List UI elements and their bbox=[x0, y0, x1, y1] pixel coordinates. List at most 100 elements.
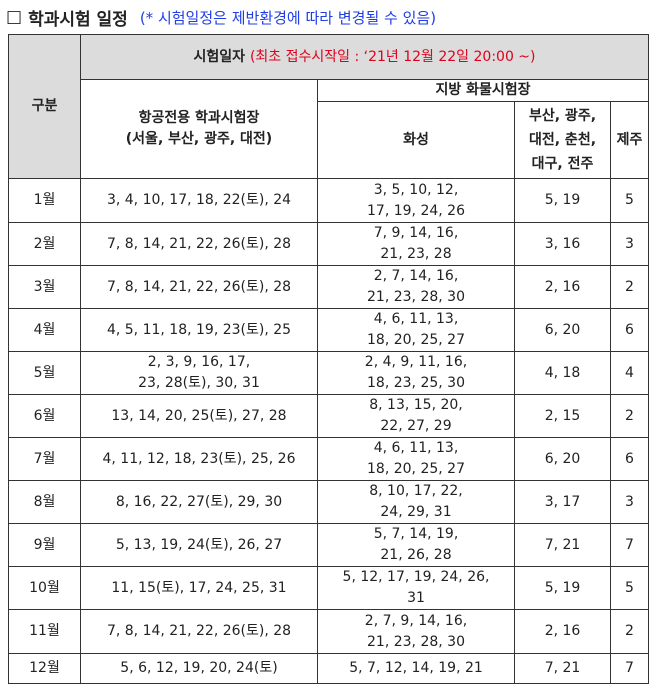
jeju-dates-cell: 6 bbox=[609, 308, 650, 352]
hwaseong-dates-cell-text: 8, 10, 17, 22, 24, 29, 31 bbox=[369, 483, 463, 520]
multi-city-dates-cell: 2, 16 bbox=[514, 609, 611, 654]
aviation-dates-cell: 5, 13, 19, 24(토), 26, 27 bbox=[80, 523, 318, 567]
multi-city-dates-cell: 4, 18 bbox=[514, 351, 611, 395]
schedule-note: (* 시험일정은 제반환경에 따라 변경될 수 있음) bbox=[139, 8, 437, 27]
jeju-dates-cell: 5 bbox=[609, 178, 650, 223]
jeju-dates-cell: 2 bbox=[609, 394, 650, 438]
hwaseong-dates-cell: 8, 13, 15, 20, 22, 27, 29 bbox=[317, 394, 515, 438]
month-cell: 9월 bbox=[8, 523, 81, 567]
table-row: 5월 2, 3, 9, 16, 17, 23, 28(토), 30, 31 2, 4… bbox=[8, 351, 650, 395]
aviation-dates-cell: 2, 3, 9, 16, 17, 23, 28(토), 30, 31 bbox=[80, 351, 318, 395]
table-row: 4월 4, 5, 11, 18, 19, 23(토), 25 4, 6, 11, 1… bbox=[8, 308, 650, 352]
month-cell: 1월 bbox=[8, 178, 81, 223]
month-cell-text: 9월 bbox=[33, 536, 56, 553]
header-exam-date: 시험일자 (최초 접수시작일 : ‘21년 12월 22일 20:00 ~) bbox=[79, 34, 650, 80]
multi-city-dates-cell: 2, 16 bbox=[514, 265, 611, 309]
multi-city-dates-cell-text: 2, 16 bbox=[544, 278, 581, 295]
table-row: 10월 11, 15(토), 17, 24, 25, 31 5, 12, 17, 1… bbox=[8, 566, 650, 610]
aviation-dates-cell: 3, 4, 10, 17, 18, 22(토), 24 bbox=[80, 178, 318, 223]
aviation-label-line-1: 항공전용 학과시험장 bbox=[138, 110, 260, 126]
multi-city-dates-cell-text: 3, 16 bbox=[544, 235, 581, 252]
hwaseong-dates-cell: 7, 9, 14, 16, 21, 23, 28 bbox=[317, 222, 515, 266]
hwaseong-dates-cell-text: 8, 13, 15, 20, 22, 27, 29 bbox=[369, 397, 463, 434]
jeju-dates-cell: 7 bbox=[609, 523, 650, 567]
hwaseong-dates-cell-text: 4, 6, 11, 13, 18, 20, 25, 27 bbox=[367, 311, 465, 348]
month-cell: 6월 bbox=[8, 394, 81, 438]
exam-schedule-table: 구분 시험일자 (최초 접수시작일 : ‘21년 12월 22일 20:00 ~… bbox=[8, 34, 650, 684]
month-cell-text: 3월 bbox=[33, 278, 56, 295]
page-title: 학과시험 일정 bbox=[28, 9, 128, 30]
hwaseong-dates-cell: 5, 7, 14, 19, 21, 26, 28 bbox=[317, 523, 515, 567]
hwaseong-dates-cell: 5, 12, 17, 19, 24, 26, 31 bbox=[317, 566, 515, 610]
multi-city-line-3: 대구, 전주 bbox=[531, 156, 594, 172]
jeju-dates-cell-text: 2 bbox=[625, 623, 634, 639]
month-cell: 8월 bbox=[8, 480, 81, 524]
jeju-dates-cell: 2 bbox=[609, 265, 650, 309]
jeju-dates-cell: 3 bbox=[609, 222, 650, 266]
month-cell: 10월 bbox=[8, 566, 81, 610]
table-row: 12월 5, 6, 12, 19, 20, 24(토) 5, 7, 12, 14, … bbox=[8, 653, 650, 684]
hwaseong-dates-cell: 2, 4, 9, 11, 16, 18, 23, 25, 30 bbox=[317, 351, 515, 395]
multi-city-dates-cell: 6, 20 bbox=[514, 437, 611, 481]
jeju-dates-cell: 6 bbox=[609, 437, 650, 481]
header-hwaseong: 화성 bbox=[317, 101, 515, 179]
aviation-dates-cell: 5, 6, 12, 19, 20, 24(토) bbox=[80, 653, 318, 684]
multi-city-dates-cell: 7, 21 bbox=[514, 523, 611, 567]
multi-city-dates-cell: 7, 21 bbox=[514, 653, 611, 684]
hwaseong-dates-cell: 2, 7, 14, 16, 21, 23, 28, 30 bbox=[317, 265, 515, 309]
hwaseong-dates-cell-text: 2, 7, 14, 16, 21, 23, 28, 30 bbox=[367, 268, 465, 305]
aviation-dates-cell-text: 5, 6, 12, 19, 20, 24(토) bbox=[120, 660, 278, 676]
jeju-dates-cell-text: 3 bbox=[625, 235, 634, 252]
table-row: 11월 7, 8, 14, 21, 22, 26(토), 28 2, 7, 9, 1… bbox=[8, 609, 650, 654]
month-cell-text: 5월 bbox=[33, 364, 56, 381]
aviation-dates-cell: 7, 8, 14, 21, 22, 26(토), 28 bbox=[80, 609, 318, 654]
hwaseong-dates-cell-text: 5, 12, 17, 19, 24, 26, 31 bbox=[342, 569, 490, 606]
hwaseong-dates-cell-text: 5, 7, 12, 14, 19, 21 bbox=[349, 660, 483, 676]
multi-city-dates-cell: 2, 15 bbox=[514, 394, 611, 438]
month-cell-text: 11월 bbox=[29, 623, 60, 639]
month-cell-text: 6월 bbox=[33, 407, 56, 424]
jeju-dates-cell: 3 bbox=[609, 480, 650, 524]
aviation-dates-cell: 8, 16, 22, 27(토), 29, 30 bbox=[80, 480, 318, 524]
aviation-dates-cell-text: 5, 13, 19, 24(토), 26, 27 bbox=[115, 536, 283, 553]
jeju-dates-cell: 7 bbox=[609, 653, 650, 684]
month-cell: 4월 bbox=[8, 308, 81, 352]
multi-city-dates-cell-text: 2, 15 bbox=[544, 407, 581, 424]
multi-city-dates-cell-text: 5, 19 bbox=[544, 579, 581, 596]
header-multi-city: 부산, 광주, 대전, 춘천, 대구, 전주 bbox=[514, 101, 611, 179]
page-heading: □ 학과시험 일정 (* 시험일정은 제반환경에 따라 변경될 수 있음) bbox=[6, 2, 436, 32]
table-row: 6월 13, 14, 20, 25(토), 27, 28 8, 13, 15, 20… bbox=[8, 394, 650, 438]
multi-city-dates-cell-text: 7, 21 bbox=[544, 660, 581, 676]
header-aviation: 항공전용 학과시험장 (서울, 부산, 광주, 대전) bbox=[80, 79, 318, 179]
aviation-dates-cell: 7, 8, 14, 21, 22, 26(토), 28 bbox=[80, 265, 318, 309]
month-cell-text: 4월 bbox=[33, 321, 56, 338]
header-regional: 지방 화물시험장 bbox=[316, 79, 650, 102]
aviation-dates-cell: 4, 5, 11, 18, 19, 23(토), 25 bbox=[80, 308, 318, 352]
aviation-dates-cell-text: 2, 3, 9, 16, 17, 23, 28(토), 30, 31 bbox=[138, 354, 260, 391]
aviation-dates-cell: 4, 11, 12, 18, 23(토), 25, 26 bbox=[80, 437, 318, 481]
hwaseong-dates-cell: 4, 6, 11, 13, 18, 20, 25, 27 bbox=[317, 308, 515, 352]
hwaseong-dates-cell-text: 2, 7, 9, 14, 16, 21, 23, 28, 30 bbox=[364, 612, 468, 650]
hwaseong-dates-cell: 2, 7, 9, 14, 16, 21, 23, 28, 30 bbox=[317, 609, 515, 654]
month-cell: 12월 bbox=[8, 653, 81, 684]
header-gubun: 구분 bbox=[8, 34, 81, 179]
aviation-label-line-2: (서울, 부산, 광주, 대전) bbox=[125, 131, 273, 147]
jeju-dates-cell-text: 3 bbox=[625, 493, 634, 510]
multi-city-dates-cell-text: 2, 16 bbox=[544, 623, 581, 639]
hwaseong-dates-cell: 4, 6, 11, 13, 18, 20, 25, 27 bbox=[317, 437, 515, 481]
multi-city-dates-cell: 3, 17 bbox=[514, 480, 611, 524]
multi-city-dates-cell-text: 5, 19 bbox=[544, 192, 581, 208]
jeju-dates-cell: 2 bbox=[609, 609, 650, 654]
month-cell-text: 12월 bbox=[29, 660, 60, 676]
aviation-dates-cell-text: 3, 4, 10, 17, 18, 22(토), 24 bbox=[106, 192, 292, 208]
table-row: 2월 7, 8, 14, 21, 22, 26(토), 28 7, 9, 14, 1… bbox=[8, 222, 650, 266]
jeju-dates-cell-text: 4 bbox=[625, 364, 634, 381]
aviation-dates-cell: 11, 15(토), 17, 24, 25, 31 bbox=[80, 566, 318, 610]
multi-city-dates-cell-text: 4, 18 bbox=[544, 364, 581, 381]
aviation-dates-cell-text: 7, 8, 14, 21, 22, 26(토), 28 bbox=[106, 623, 292, 639]
table-row: 9월 5, 13, 19, 24(토), 26, 27 5, 7, 14, 19, … bbox=[8, 523, 650, 567]
month-cell: 5월 bbox=[8, 351, 81, 395]
hwaseong-dates-cell: 3, 5, 10, 12, 17, 19, 24, 26 bbox=[317, 178, 515, 223]
table-row: 7월 4, 11, 12, 18, 23(토), 25, 26 4, 6, 11, … bbox=[8, 437, 650, 481]
jeju-dates-cell-text: 5 bbox=[625, 579, 634, 596]
